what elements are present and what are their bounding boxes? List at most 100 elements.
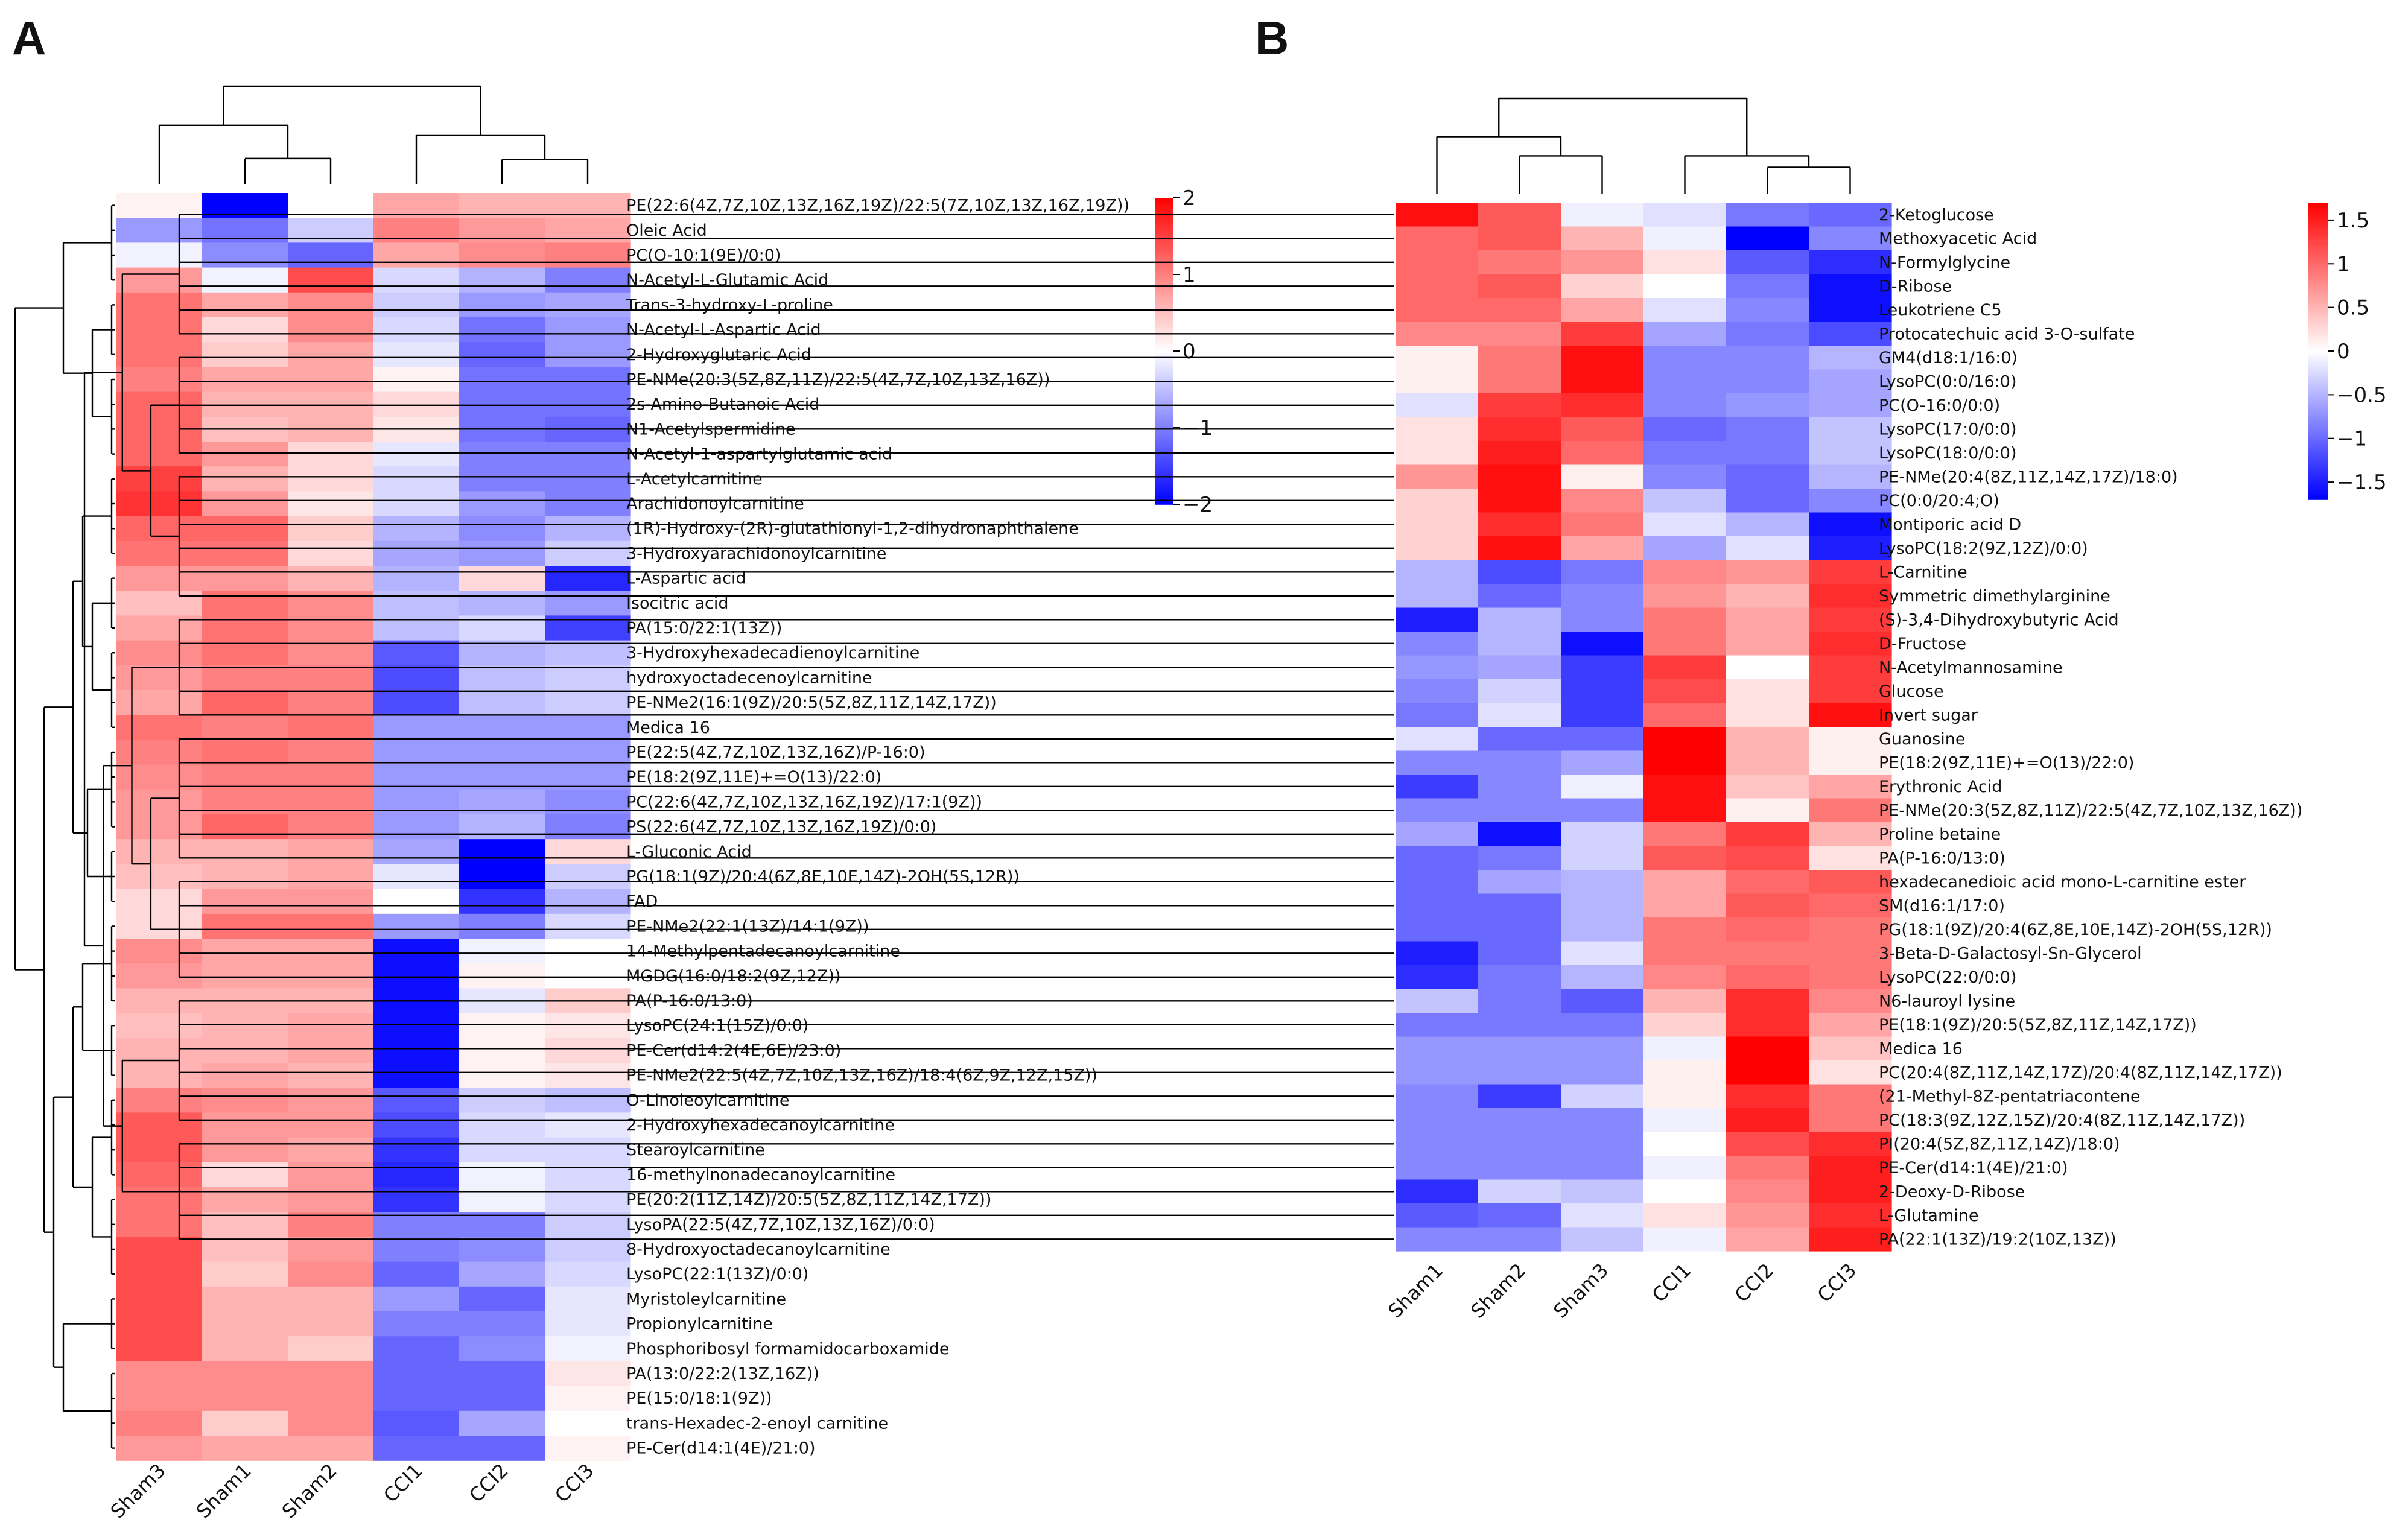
- colorbar-b-gradient-step: [2308, 287, 2328, 290]
- heatmap-cell-cci3-r35: [545, 1038, 631, 1063]
- heatmap-cell-cci3-r14: [545, 516, 631, 542]
- heatmap-cell-cci2-r42: [1726, 1179, 1809, 1204]
- colorbar-a-gradient-step: [1155, 331, 1173, 334]
- colorbar-a-gradient-step: [1155, 292, 1173, 296]
- heatmap-cell-sham1-r2: [202, 218, 288, 243]
- heatmap-cell-cci3-r9: [1809, 393, 1892, 418]
- row-label-pe-15-0-18-1-9z: PE(15:0/18:1(9Z)): [626, 1389, 772, 1408]
- colorbar-b-gradient-step: [2308, 475, 2328, 478]
- colorbar-b-gradient-step: [2308, 437, 2328, 441]
- colorbar-b-gradient-step: [2308, 398, 2328, 401]
- heatmap-cell-sham1-r4: [202, 267, 288, 293]
- colorbar-a-gradient-step: [1155, 310, 1173, 314]
- panel-label-a: A: [12, 11, 46, 65]
- heatmap-cell-sham3-r13: [1561, 489, 1644, 513]
- heatmap-cell-cci3-r7: [545, 342, 631, 367]
- heatmap-cell-sham3-r17: [116, 591, 203, 616]
- colorbar-a-gradient-step: [1155, 394, 1173, 398]
- heatmap-cell-cci3-r13: [545, 491, 631, 517]
- colorbar-a-gradient-step: [1155, 474, 1173, 477]
- colorbar-a-gradient-step: [1155, 389, 1173, 393]
- row-label-21-methyl-8z-pentatriacontene: (21-Methyl-8Z-pentatriacontene: [1879, 1087, 2141, 1106]
- panel-label-b: B: [1255, 11, 1289, 65]
- heatmap-cell-sham1-r21: [1396, 679, 1479, 704]
- heatmap-cell-cci1-r28: [373, 864, 460, 890]
- row-label-16-methylnonadecanoylcarnitine: 16-methylnonadecanoylcarnitine: [626, 1165, 895, 1184]
- colorbar-b-gradient-step: [2308, 282, 2328, 285]
- colorbar-b-gradient-step: [2308, 405, 2328, 409]
- heatmap-cell-sham1-r17: [202, 591, 288, 616]
- colorbar-b-gradient-step: [2308, 482, 2328, 486]
- row-label-medica-16: Medica 16: [1879, 1039, 1963, 1058]
- heatmap-cell-sham1-r18: [1396, 607, 1479, 632]
- colorbar-a-gradient-step: [1155, 381, 1173, 385]
- heatmap-cell-sham2-r16: [1478, 560, 1561, 585]
- heatmap-cell-cci2-r38: [1726, 1084, 1809, 1109]
- heatmap-cell-sham3-r20: [1561, 655, 1644, 680]
- heatmap-cell-sham3-r42: [116, 1212, 203, 1237]
- heatmap-cell-sham3-r11: [1561, 441, 1644, 466]
- colorbar-b-gradient-step: [2308, 237, 2328, 241]
- heatmap-cell-cci2-r20: [1726, 655, 1809, 680]
- row-label-guanosine: Guanosine: [1879, 730, 1966, 749]
- heatmap-cell-cci1-r3: [373, 242, 460, 268]
- heatmap-cell-sham3-r14: [116, 516, 203, 542]
- heatmap-cell-sham1-r35: [1396, 1013, 1479, 1038]
- heatmap-cell-sham1-r7: [202, 342, 288, 367]
- heatmap-cell-cci3-r15: [545, 540, 631, 566]
- heatmap-cell-sham2-r9: [288, 391, 374, 417]
- heatmap-cell-sham3-r42: [1561, 1179, 1644, 1204]
- heatmap-cell-sham2-r14: [1478, 512, 1561, 537]
- colorbar-b-gradient-step: [2308, 395, 2328, 399]
- colorbar-a-gradient-step: [1155, 458, 1173, 461]
- heatmap-cell-sham2-r4: [1478, 274, 1561, 299]
- heatmap-cell-sham1-r40: [1396, 1132, 1479, 1156]
- colorbar-b-gradient-step: [2308, 271, 2328, 275]
- heatmap-cell-cci3-r45: [545, 1286, 631, 1312]
- row-label-pe-22-6-4z-7z-10z-13z-16z-19z-22-5-7z-10z-13z-16: PE(22:6(4Z,7Z,10Z,13Z,16Z,19Z)/22:5(7Z,1…: [626, 197, 1129, 215]
- colorbar-a-gradient-step: [1155, 254, 1173, 258]
- colorbar-b-gradient-step: [2308, 460, 2328, 463]
- colorbar-b-gradient-step: [2308, 304, 2328, 307]
- heatmap-cell-sham2-r12: [288, 466, 374, 492]
- heatmap-cell-sham1-r28: [1396, 846, 1479, 870]
- heatmap-cell-cci3-r23: [545, 740, 631, 765]
- colorbar-b-gradient-step: [2308, 296, 2328, 300]
- heatmap-cell-sham1-r32: [1396, 941, 1479, 966]
- row-label-3-beta-d-galactosyl-sn-glycerol: 3-Beta-D-Galactosyl-Sn-Glycerol: [1879, 944, 2142, 963]
- colorbar-b-gradient-step: [2308, 447, 2328, 451]
- row-label-lysopc-24-1-15z-0-0: LysoPC(24:1(15Z)/0:0): [626, 1016, 808, 1035]
- colorbar-a: 2 1 0 −1 −2: [1155, 186, 1213, 517]
- heatmap-cell-cci2-r51: [459, 1436, 545, 1461]
- heatmap-cell-cci2-r19: [1726, 632, 1809, 656]
- heatmap-cell-sham1-r4: [1396, 274, 1479, 299]
- heatmap-cell-sham3-r36: [116, 1063, 203, 1088]
- heatmap-cell-sham3-r28: [1561, 846, 1644, 870]
- row-label-methoxyacetic-acid: Methoxyacetic Acid: [1879, 229, 2037, 248]
- colorbar-a-tick-label: −1: [1183, 416, 1213, 440]
- colorbar-b-gradient-step: [2308, 494, 2328, 498]
- heatmap-cell-sham1-r3: [1396, 250, 1479, 275]
- row-label-pe-nme2-22-1-13z-14-1-9z: PE-NMe2(22:1(13Z)/14:1(9Z)): [626, 917, 869, 936]
- heatmap-cell-sham3-r13: [116, 491, 203, 517]
- heatmap-cell-sham3-r49: [116, 1386, 203, 1412]
- colorbar-b-gradient-step: [2308, 249, 2328, 253]
- heatmap-cell-sham3-r1: [1561, 203, 1644, 227]
- row-label-n-acetyl-1-aspartylglutamic-acid: N-Acetyl-1-aspartylglutamic acid: [626, 445, 892, 464]
- colorbar-b-gradient-step: [2308, 242, 2328, 246]
- heatmap-cell-sham2-r34: [288, 1013, 374, 1039]
- heatmap-cell-sham2-r30: [288, 913, 374, 939]
- colorbar-a-gradient-step: [1155, 277, 1173, 280]
- heatmap-cell-cci1-r28: [1643, 846, 1727, 870]
- row-label-medica-16: Medica 16: [626, 718, 710, 737]
- heatmap-cell-cci1-r12: [1643, 464, 1727, 489]
- heatmap-cell-cci2-r13: [459, 491, 545, 517]
- heatmap-cell-sham3-r40: [1561, 1132, 1644, 1156]
- heatmap-cell-sham1-r47: [202, 1336, 288, 1361]
- heatmap-cell-cci1-r2: [1643, 226, 1727, 251]
- heatmap-cell-sham1-r10: [1396, 417, 1479, 442]
- heatmap-cell-cci2-r35: [1726, 1013, 1809, 1038]
- colorbar-b-gradient-step: [2308, 259, 2328, 263]
- row-label-l-glutamine: L-Glutamine: [1879, 1206, 1979, 1225]
- heatmap-cell-cci3-r25: [1809, 775, 1892, 799]
